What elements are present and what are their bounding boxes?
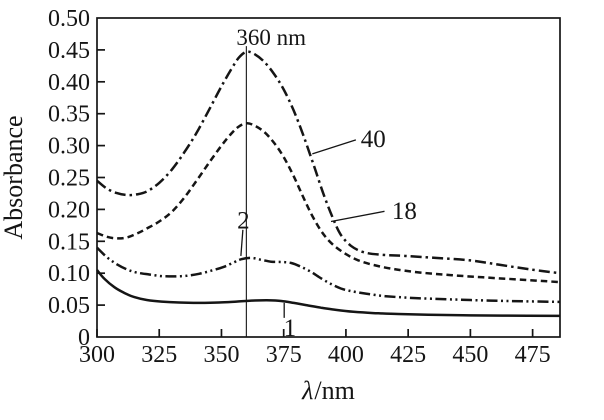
annotation-label-2: 2 (237, 208, 250, 235)
series-18-curve (96, 122, 561, 284)
y-axis-title: Absorbance (0, 115, 28, 239)
reference-line-label: 360 nm (236, 25, 306, 50)
series-1-curve (96, 269, 561, 318)
x-tick-label: 400 (328, 342, 364, 368)
annotation-label-18: 18 (392, 198, 417, 225)
x-tick-label: 375 (266, 342, 302, 368)
x-tick-label: 325 (141, 342, 177, 368)
y-tick-label: 0.45 (48, 38, 90, 64)
x-tick-label: 450 (452, 342, 488, 368)
y-tick-label: 0.25 (48, 166, 90, 192)
annotation-leader-40 (312, 139, 357, 155)
x-tick-label: 350 (203, 342, 239, 368)
annotation-label-1: 1 (284, 315, 297, 342)
y-tick-label: 0.30 (48, 134, 90, 160)
y-tick-label: 0.20 (48, 197, 90, 223)
y-tick-label: 0 (78, 325, 90, 351)
y-tick-label: 0.10 (48, 261, 90, 287)
x-axis-title: λ/nm (301, 376, 355, 405)
series-2-curve (96, 246, 561, 304)
x-tick-label: 475 (515, 342, 551, 368)
y-tick-label: 0.15 (48, 229, 90, 255)
series-40-curve (96, 50, 561, 275)
x-tick-label: 300 (79, 342, 115, 368)
y-tick-label: 0.05 (48, 293, 90, 319)
annotation-label-40: 40 (361, 126, 386, 153)
y-tick-label: 0.35 (48, 102, 90, 128)
annotation-leader-2 (240, 229, 244, 257)
annotation-leader-18 (330, 210, 385, 223)
x-tick-label: 425 (390, 342, 426, 368)
y-tick-label: 0.40 (48, 70, 90, 96)
y-tick-label: 0.50 (48, 6, 90, 32)
